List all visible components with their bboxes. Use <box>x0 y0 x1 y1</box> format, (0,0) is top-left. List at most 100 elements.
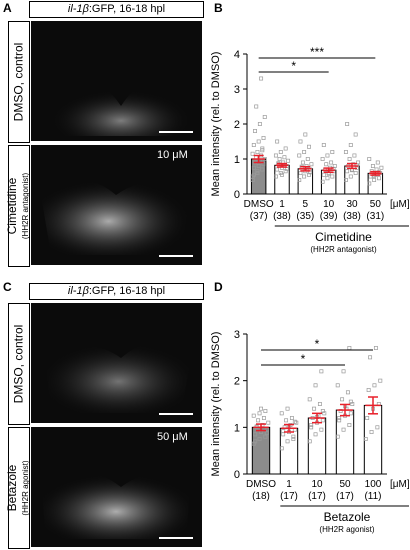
data-point <box>335 383 340 388</box>
data-point <box>253 129 257 133</box>
data-point <box>313 432 318 437</box>
micrograph-texture <box>41 470 191 539</box>
data-point <box>325 176 330 181</box>
group-sublabel: (HH2R antagonist) <box>310 245 377 254</box>
row-label-text: DMSO, control <box>11 324 26 404</box>
n-label: (38) <box>343 211 361 222</box>
data-point <box>312 406 317 411</box>
x-tick-label: 5 <box>303 199 309 210</box>
x-tick-label: 10 <box>323 199 335 210</box>
data-point <box>353 171 358 175</box>
row-label-text: Betazole (HH2R agonist) <box>5 460 32 515</box>
data-point <box>257 122 262 126</box>
data-point <box>370 164 375 168</box>
data-point <box>337 418 342 423</box>
data-point <box>347 157 352 161</box>
data-point <box>337 416 342 420</box>
n-label: (17) <box>336 491 354 502</box>
data-point <box>297 178 302 182</box>
data-point <box>307 439 312 444</box>
data-point <box>261 136 266 140</box>
significance-label: *** <box>310 45 324 59</box>
data-point <box>259 406 263 411</box>
x-tick-label: 10 <box>311 479 323 490</box>
data-point <box>347 346 352 350</box>
data-point <box>298 139 303 144</box>
scale-bar <box>159 255 193 257</box>
data-point <box>307 397 312 402</box>
data-point <box>332 164 337 168</box>
data-point <box>309 162 314 167</box>
data-point <box>320 409 325 413</box>
row-label-a-drug: Cimetidine (HH2R antagonist) <box>5 145 32 267</box>
data-point <box>375 425 380 430</box>
row-label-text: DMSO, control <box>11 42 26 122</box>
scale-bar <box>159 131 193 133</box>
data-point <box>302 174 307 179</box>
concentration-label: 10 μM <box>157 149 188 161</box>
y-tick-label: 0 <box>234 469 240 481</box>
data-point <box>356 160 361 165</box>
data-point <box>309 423 314 427</box>
data-point <box>345 122 350 126</box>
data-point <box>281 429 286 434</box>
data-point <box>280 172 284 177</box>
data-point <box>257 411 262 416</box>
data-point <box>303 132 308 137</box>
n-label: (39) <box>320 211 338 222</box>
scale-bar <box>159 413 193 415</box>
panel-label-c: C <box>3 280 12 294</box>
x-tick-label: DMSO <box>244 199 274 210</box>
group-sublabel: (HH2R agonist) <box>319 525 374 534</box>
x-tick-label: 30 <box>346 199 358 210</box>
data-point <box>343 150 348 154</box>
data-point <box>256 418 261 423</box>
data-point <box>264 430 269 435</box>
y-axis-label: Mean intensity (rel. to DMSO) <box>210 52 222 197</box>
n-label: (17) <box>280 491 298 502</box>
data-point <box>367 157 372 161</box>
panel-label-b: B <box>214 1 223 15</box>
micrograph-texture <box>41 180 191 255</box>
data-point <box>353 132 358 137</box>
data-point <box>263 409 268 413</box>
concentration-label: 50 μM <box>157 431 188 443</box>
data-point <box>352 153 357 158</box>
x-tick-label: 50 <box>339 479 351 490</box>
data-point <box>373 346 378 350</box>
data-point <box>365 416 370 420</box>
data-point <box>340 397 345 402</box>
data-point <box>255 150 260 154</box>
data-point <box>286 158 291 163</box>
data-point <box>369 430 374 434</box>
data-point <box>256 139 261 144</box>
data-point <box>282 155 287 160</box>
data-point <box>278 150 283 154</box>
drug-name: Cimetidine <box>5 177 19 235</box>
bar <box>320 169 337 195</box>
micrograph-texture <box>46 343 191 413</box>
image-title-top: il-1β:GFP, 16-18 hpl <box>29 1 204 18</box>
data-point <box>317 402 322 406</box>
n-label: (11) <box>364 491 381 502</box>
data-point <box>330 174 335 179</box>
x-tick-label: 100 <box>365 479 382 490</box>
n-label: (31) <box>366 211 384 222</box>
data-point <box>251 413 256 418</box>
row-label-text: Cimetidine (HH2R antagonist) <box>5 173 32 239</box>
data-point <box>253 439 258 444</box>
data-point <box>324 162 329 167</box>
data-point <box>283 169 288 174</box>
y-tick-label: 0 <box>234 189 240 201</box>
data-point <box>319 427 324 432</box>
data-point <box>320 179 325 184</box>
micrograph-a-drug: 10 μM <box>31 145 202 265</box>
y-tick-label: 4 <box>234 49 240 61</box>
panel-label-d: D <box>214 280 223 294</box>
data-point <box>341 369 346 374</box>
significance-label: * <box>291 59 296 73</box>
data-point <box>307 144 311 149</box>
data-point <box>255 169 260 174</box>
y-tick-label: 2 <box>234 119 240 131</box>
